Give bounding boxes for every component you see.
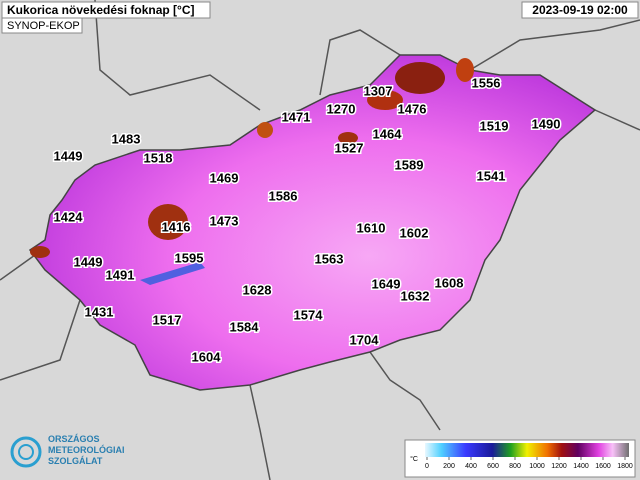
hungary bbox=[28, 54, 597, 391]
station-value: 1610 bbox=[357, 220, 386, 235]
station-value: 1704 bbox=[350, 332, 380, 347]
station-value: 1563 bbox=[315, 251, 344, 266]
logo-text: METEOROLÓGIAI bbox=[48, 444, 125, 455]
colorbar-tick-label: 1200 bbox=[551, 463, 567, 470]
logo-text: ORSZÁGOS bbox=[48, 434, 100, 444]
station-value: 1476 bbox=[398, 101, 427, 116]
colorbar-tick-label: 200 bbox=[443, 463, 455, 470]
station-value: 1449 bbox=[74, 254, 103, 269]
station-value: 1628 bbox=[243, 282, 272, 297]
station-value: 1490 bbox=[532, 116, 561, 131]
colorbar-tick-label: 1400 bbox=[573, 463, 589, 470]
station-value: 1541 bbox=[477, 168, 506, 183]
lake-balaton bbox=[140, 262, 205, 285]
station-value: 1604 bbox=[192, 349, 222, 364]
station-value: 1473 bbox=[210, 213, 239, 228]
timestamp-box bbox=[521, 1, 639, 19]
colorbar-tick-label: 400 bbox=[465, 463, 477, 470]
station-value: 1517 bbox=[153, 312, 182, 327]
logo-mark bbox=[10, 436, 42, 468]
timestamp: 2023-09-19 02:00 bbox=[532, 3, 628, 17]
station-value: 1595 bbox=[175, 250, 204, 265]
station-value: 1469 bbox=[210, 170, 239, 185]
colorbar-unit: °C bbox=[410, 455, 418, 463]
station-value: 1602 bbox=[400, 225, 429, 240]
colorbar bbox=[425, 443, 629, 457]
station-value: 1471 bbox=[282, 109, 311, 124]
station-value: 1632 bbox=[401, 288, 430, 303]
colorbar-tick-label: 800 bbox=[509, 463, 521, 470]
station-value: 1556 bbox=[472, 75, 501, 90]
station-value: 1424 bbox=[54, 209, 84, 224]
station-value: 1574 bbox=[294, 307, 324, 322]
station-value: 1527 bbox=[335, 140, 364, 155]
station-value: 1608 bbox=[435, 275, 464, 290]
logo-text: SZOLGÁLAT bbox=[48, 456, 103, 466]
station-value: 1483 bbox=[112, 131, 141, 146]
station-value: 1518 bbox=[144, 150, 173, 165]
subtitle-box bbox=[1, 17, 83, 34]
logo-mark bbox=[18, 444, 34, 460]
station-value: 1431 bbox=[85, 304, 114, 319]
station-value: 1649 bbox=[372, 276, 401, 291]
colorbar-tick-label: 1800 bbox=[617, 463, 633, 470]
station-value: 1449 bbox=[54, 148, 83, 163]
colorbar-tick-label: 1600 bbox=[595, 463, 611, 470]
station-value: 1270 bbox=[327, 101, 356, 116]
subtitle: SYNOP-EKOP bbox=[7, 20, 80, 32]
station-value: 1491 bbox=[106, 267, 135, 282]
colorbar-tick-label: 1000 bbox=[529, 463, 545, 470]
colorbar-tick-label: 0 bbox=[425, 463, 429, 470]
station-value: 1464 bbox=[373, 126, 403, 141]
title-box bbox=[1, 1, 211, 19]
station-value: 1584 bbox=[230, 319, 260, 334]
station-value: 1589 bbox=[395, 157, 424, 172]
logo: ORSZÁGOS METEOROLÓGIAI SZOLGÁLAT bbox=[10, 434, 125, 468]
station-value: 1519 bbox=[480, 118, 509, 133]
hot-spots bbox=[30, 58, 474, 258]
station-value: 1416 bbox=[162, 219, 191, 234]
station-value: 1307 bbox=[364, 83, 393, 98]
title: Kukorica növekedési foknap [°C] bbox=[7, 3, 195, 17]
colorbar-tick-label: 600 bbox=[487, 463, 499, 470]
station-value: 1586 bbox=[269, 188, 298, 203]
